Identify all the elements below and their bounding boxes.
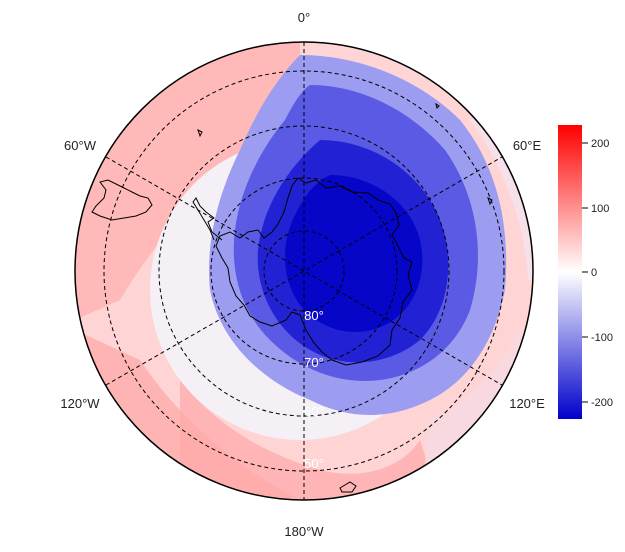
lon-label-60w: 60°W (64, 138, 97, 153)
meridian-120w-60e (105, 156, 503, 386)
island-new-zealand-region (339, 481, 357, 493)
lat-label-60: 60° (304, 404, 324, 419)
colorbar-ramp (558, 125, 582, 419)
lat-label-80: 80° (304, 308, 324, 323)
anomaly-field (75, 42, 533, 500)
colorbar-tick-neg100: -100 (591, 332, 613, 344)
lon-label-180w: 180°W (284, 524, 324, 539)
colorbar-tick-neg200: -200 (591, 397, 613, 409)
colorbar-tick-200: 200 (591, 138, 609, 150)
meridian-60w-120e (105, 156, 503, 386)
island-small-1 (487, 197, 493, 206)
antarctica-coastline (215, 177, 413, 366)
lon-label-120e: 120°E (509, 396, 545, 411)
colorbar-tick-100: 100 (591, 203, 609, 215)
colorbar: 200 100 0 -100 -200 (558, 125, 613, 419)
lat-circle-50 (103, 70, 505, 472)
island-small-2 (197, 129, 203, 138)
lon-label-120w: 120°W (60, 396, 100, 411)
colorbar-tick-0: 0 (591, 267, 597, 279)
lat-label-70: 70° (304, 355, 324, 370)
island-small-3 (435, 102, 440, 109)
antarctic-peninsula (192, 197, 223, 241)
meridians (105, 42, 503, 500)
lon-label-0: 0° (298, 10, 310, 25)
south-america-coastline (91, 179, 153, 221)
lat-label-50: 50° (304, 456, 324, 471)
lon-label-60e: 60°E (513, 138, 542, 153)
map-boundary (74, 41, 534, 501)
lat-circle-80 (263, 230, 345, 312)
